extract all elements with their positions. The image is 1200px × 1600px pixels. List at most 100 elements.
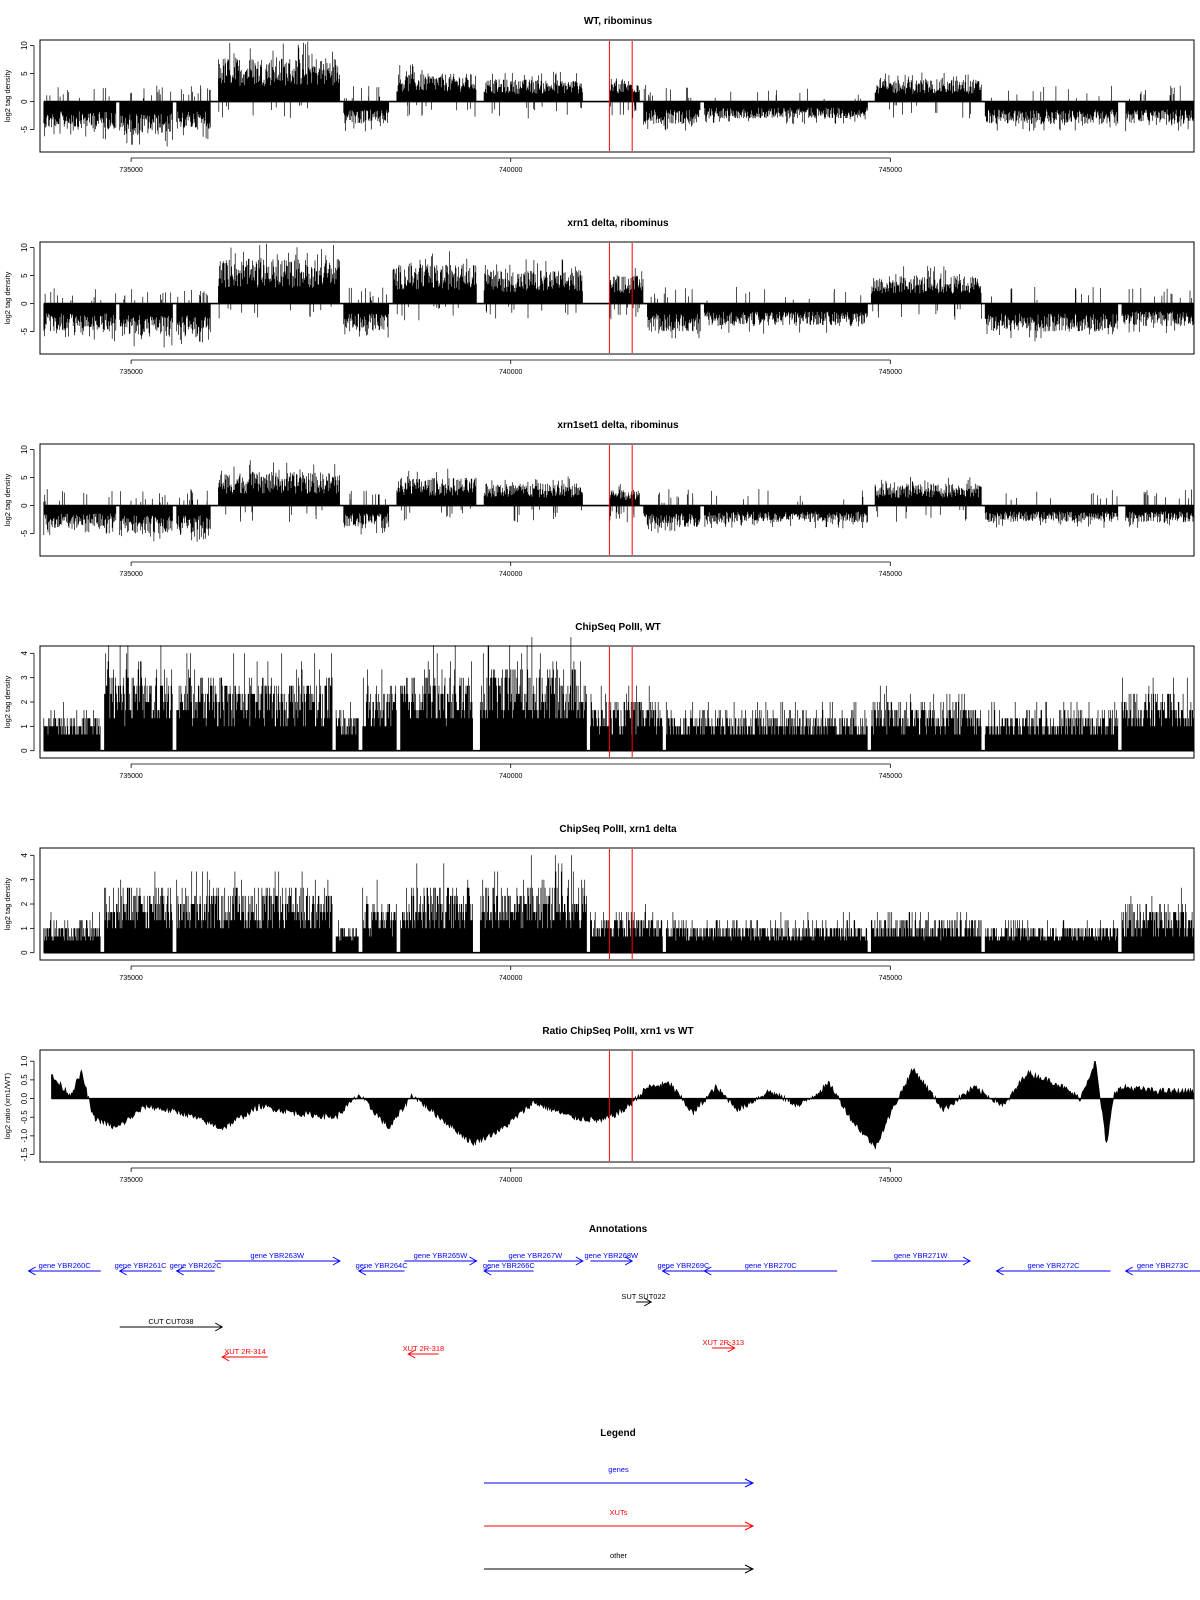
arrow-head	[661, 1266, 670, 1276]
panel-4: ChipSeq PolII, WT 0 1 2 3 4 log2 tag density 73…	[3, 622, 1195, 780]
legend-label: genes	[608, 1465, 629, 1474]
y-tick-label: 3	[20, 877, 29, 882]
annotations-title: Annotations	[589, 1224, 648, 1235]
y-axis-label: log2 tag density	[3, 69, 12, 122]
gene-annotation: gene YBR267W	[487, 1251, 584, 1266]
arrow-head	[1124, 1266, 1133, 1276]
arrow-head	[214, 1322, 224, 1332]
arrow-head	[175, 1266, 184, 1276]
feature-label: gene YBR260C	[39, 1261, 92, 1270]
panel-title: ChipSeq PolII, xrn1 delta	[559, 824, 677, 835]
y-tick-label: -1.0	[20, 1128, 29, 1142]
legend-label: other	[610, 1551, 628, 1560]
arrow-head	[407, 1349, 416, 1359]
y-tick-label: 10	[20, 243, 29, 252]
x-tick-label: 735000	[119, 369, 142, 376]
feature-label: CUT CUT038	[148, 1317, 193, 1326]
y-tick-label: 0	[20, 99, 29, 104]
feature-label: gene YBR265W	[414, 1251, 469, 1260]
panel-title: Ratio ChipSeq PolII, xrn1 vs WT	[542, 1026, 693, 1037]
annotations-track: Annotations gene YBR260C gene YBR261C gene…	[27, 1224, 1200, 1362]
arrow-head	[27, 1266, 36, 1276]
panel-6: Ratio ChipSeq PolII, xrn1 vs WT -1.5 -1.0 -…	[3, 1026, 1195, 1184]
x-tick-label: 735000	[119, 1177, 142, 1184]
plot-frame	[39, 443, 1195, 557]
feature-label: XUT 2R-318	[403, 1344, 445, 1353]
panel-2: xrn1 delta, ribominus -5 0 5 10 log2 tag dens…	[3, 218, 1195, 376]
xut-annotation: XUT 2R-313	[703, 1338, 745, 1353]
y-tick-label: 10	[20, 445, 29, 454]
y-tick-label: 1	[20, 926, 29, 931]
panel-title: xrn1set1 delta, ribominus	[557, 420, 679, 431]
gene-annotation: gene YBR272C	[995, 1261, 1111, 1276]
arrow-head	[118, 1266, 127, 1276]
legend: Legend genes XUTs other	[484, 1428, 755, 1574]
other-annotation: SUT SUT022	[621, 1292, 666, 1307]
x-tick-label: 735000	[119, 975, 142, 982]
y-tick-label: 4	[20, 853, 29, 858]
y-tick-label: -5	[20, 125, 29, 133]
plot-frame	[39, 1049, 1195, 1163]
density-bars	[43, 243, 1195, 348]
arrow-head	[357, 1266, 367, 1276]
y-tick-label: -5	[20, 327, 29, 335]
x-tick-label: 745000	[879, 1177, 902, 1184]
y-tick-label: 0	[20, 748, 29, 753]
gene-annotation: gene YBR262C	[170, 1261, 223, 1276]
y-tick-label: 0	[20, 503, 29, 508]
feature-label: gene YBR261C	[115, 1261, 168, 1270]
arrow-head	[962, 1256, 972, 1266]
x-tick-label: 745000	[879, 773, 902, 780]
xut-annotation: XUT 2R-318	[403, 1344, 445, 1359]
arrow-head	[221, 1352, 230, 1362]
other-annotation: CUT CUT038	[119, 1317, 224, 1332]
arrow-head	[483, 1266, 492, 1276]
gene-annotation: gene YBR260C	[27, 1261, 101, 1276]
feature-label: gene YBR271W	[894, 1251, 949, 1260]
y-tick-label: 4	[20, 651, 29, 656]
y-tick-label: -1.5	[20, 1147, 29, 1161]
x-tick-label: 745000	[879, 571, 902, 578]
legend-item-genes: genes	[484, 1465, 755, 1488]
y-tick-label: 5	[20, 273, 29, 278]
y-tick-label: 2	[20, 901, 29, 906]
gene-annotation: gene YBR271W	[871, 1251, 972, 1266]
gene-annotation: gene YBR263W	[214, 1251, 341, 1266]
feature-label: XUT 2R-313	[703, 1338, 745, 1347]
plot-frame	[39, 39, 1195, 153]
gene-annotation: gene YBR270C	[703, 1261, 838, 1276]
plot-frame	[39, 241, 1195, 355]
panel-title: WT, ribominus	[584, 16, 653, 27]
panel-3: xrn1set1 delta, ribominus -5 0 5 10 log2 tag …	[3, 420, 1195, 578]
plot-frame	[39, 645, 1195, 759]
panel-title: ChipSeq PolII, WT	[575, 622, 661, 633]
legend-arrow-head	[744, 1564, 755, 1574]
y-tick-label: 0.5	[20, 1074, 29, 1086]
density-bars	[43, 460, 1194, 542]
xut-annotation: XUT 2R-314	[221, 1347, 268, 1362]
y-tick-label: -0.5	[20, 1110, 29, 1124]
y-tick-label: 1	[20, 724, 29, 729]
feature-label: gene YBR264C	[356, 1261, 409, 1270]
x-tick-label: 745000	[879, 369, 902, 376]
panel-5: ChipSeq PolII, xrn1 delta 0 1 2 3 4 log2 tag d…	[3, 824, 1195, 982]
x-tick-label: 735000	[119, 167, 142, 174]
gene-annotation: gene YBR273C	[1124, 1261, 1200, 1276]
feature-label: gene YBR262C	[170, 1261, 223, 1270]
arrow-head	[643, 1297, 653, 1307]
y-tick-label: -5	[20, 529, 29, 537]
y-axis-label: log2 tag density	[3, 473, 12, 526]
legend-arrow-head	[744, 1478, 755, 1488]
plot-frame	[39, 847, 1195, 961]
legend-item-XUTs: XUTs	[484, 1508, 755, 1531]
feature-label: gene YBR272C	[1028, 1261, 1081, 1270]
y-axis-label: log2 tag density	[3, 271, 12, 324]
legend-title: Legend	[600, 1428, 636, 1439]
feature-label: gene YBR273C	[1137, 1261, 1190, 1270]
x-tick-label: 740000	[499, 571, 522, 578]
legend-item-other: other	[484, 1551, 755, 1574]
y-tick-label: 0.0	[20, 1092, 29, 1104]
y-axis-label: log2 tag density	[3, 877, 12, 930]
